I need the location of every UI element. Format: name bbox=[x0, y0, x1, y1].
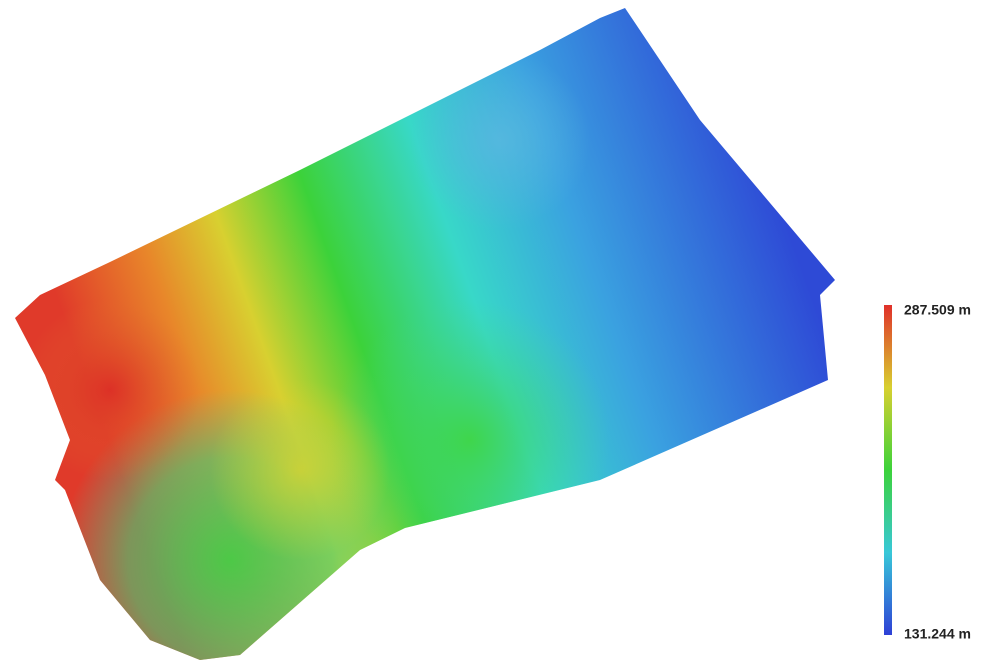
elevation-legend: 287.509 m 131.244 m bbox=[884, 302, 971, 642]
page: 287.509 m 131.244 m (() => { const data … bbox=[0, 0, 997, 666]
elevation-map-view: 287.509 m 131.244 m bbox=[0, 0, 997, 666]
legend-min-label: 131.244 m bbox=[904, 626, 971, 642]
color-scale-bar bbox=[884, 305, 892, 635]
elevation-raster bbox=[0, 0, 860, 666]
legend-max-label: 287.509 m bbox=[904, 302, 971, 318]
